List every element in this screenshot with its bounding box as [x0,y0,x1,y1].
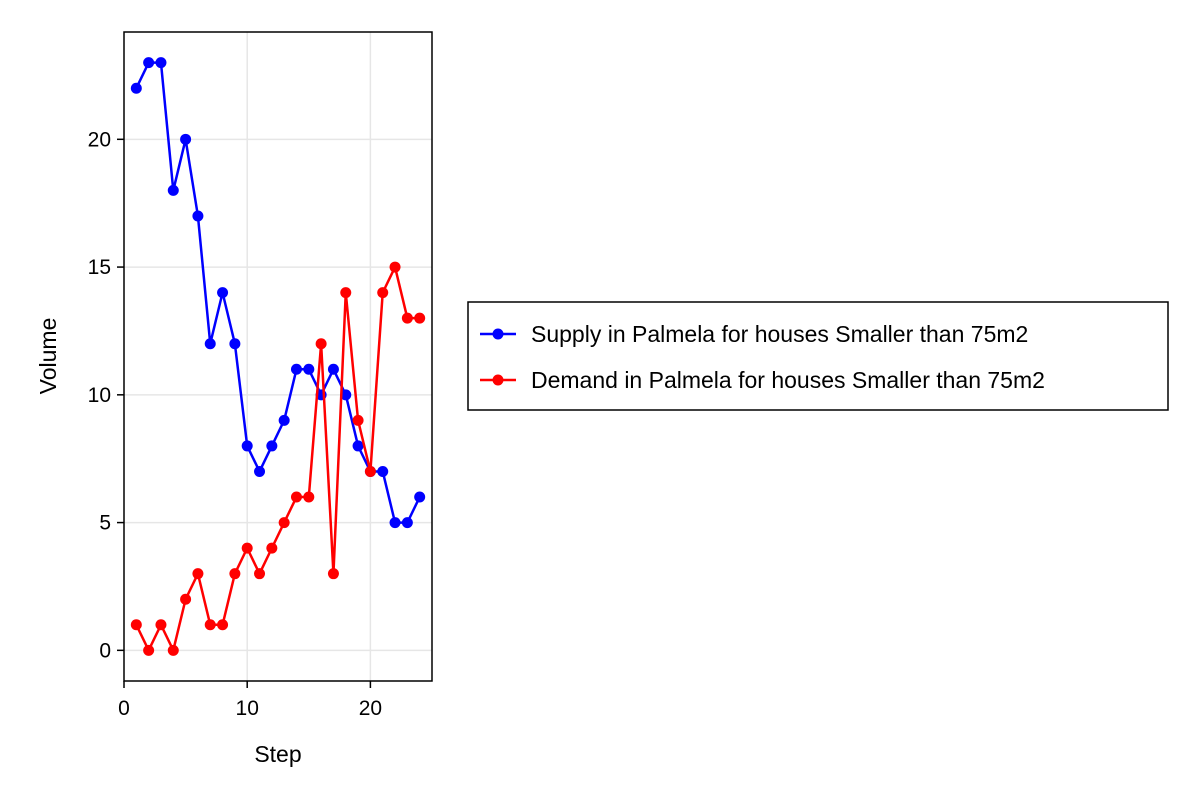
series-1-point [340,287,352,299]
legend-label-supply: Supply in Palmela for houses Smaller tha… [531,321,1028,347]
series-1-point [364,465,376,477]
series-0-point [130,82,142,94]
series-0-point [340,389,352,401]
legend: Supply in Palmela for houses Smaller tha… [467,301,1169,411]
y-tick-label: 5 [99,512,111,535]
series-1-point [241,542,253,554]
series-0-point [167,184,179,196]
series-1-point [204,619,216,631]
series-1-point [352,414,364,426]
series-0-point [377,465,389,477]
series-1-point [389,261,401,273]
x-tick-label: 20 [359,697,382,720]
series-1-point [315,338,327,350]
series-0-point [143,57,155,69]
x-tick-label: 0 [118,697,130,720]
y-tick-label: 10 [88,384,111,407]
series-line-1 [135,265,420,652]
series-1-point [414,312,426,324]
series-1-point [254,568,266,580]
series-1-point [303,491,315,503]
series-1-point [180,593,192,605]
series-1-point [377,287,389,299]
series-0-point [401,517,413,529]
legend-label-demand: Demand in Palmela for houses Smaller tha… [531,367,1045,393]
series-1-point [278,517,290,529]
y-axis-label: Volume [35,318,61,395]
series-1-point [327,568,339,580]
series-1-point [229,568,241,580]
series-1-point [217,619,229,631]
y-tick-label: 15 [88,256,111,279]
series-0-point [327,363,339,375]
axis-ticks: 0 10 20 0 5 10 15 20 [88,128,382,720]
series-0-point [414,491,426,503]
series-line-0 [135,61,421,524]
series-1-point [290,491,302,503]
x-axis-label: Step [254,741,301,767]
series-layer [130,57,426,656]
series-0-point [217,287,229,299]
series-0-point [278,414,290,426]
y-tick-label: 20 [88,128,111,151]
series-1-point [401,312,413,324]
series-1-point [167,644,179,656]
x-tick-label: 10 [236,697,259,720]
series-0-point [290,363,302,375]
series-0-point [155,57,167,69]
legend-marker-supply [492,328,504,340]
legend-box [467,301,1169,411]
series-0-point [254,465,266,477]
series-0-point [192,210,204,222]
y-tick-label: 0 [99,639,111,662]
plot-area [123,31,433,682]
grid [124,32,432,681]
series-0-point [241,440,253,452]
series-0-point [229,338,241,350]
series-0-point [180,133,192,145]
series-0-point [352,440,364,452]
series-1-point [192,568,204,580]
legend-marker-demand [492,374,504,386]
series-0-point [204,338,216,350]
series-1-point [155,619,167,631]
series-0-point [266,440,278,452]
series-1-point [143,644,155,656]
series-1-point [130,619,142,631]
series-0-point [389,517,401,529]
series-1-point [266,542,278,554]
series-0-point [303,363,315,375]
